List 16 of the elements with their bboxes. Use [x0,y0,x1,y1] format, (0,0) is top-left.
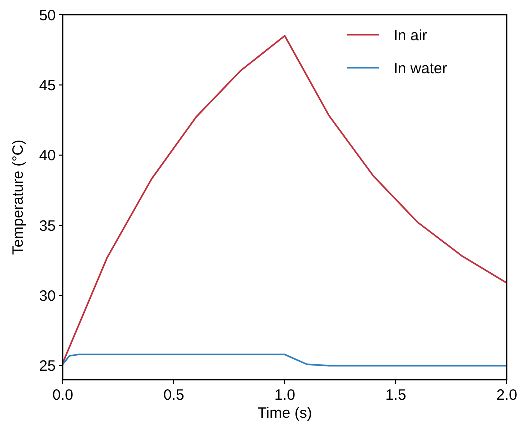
line-series [62,354,508,367]
y-tick-label: 25 [39,358,56,376]
x-tick-label: 0.5 [164,387,184,404]
legend-label: In air [394,27,428,44]
y-tick-label: 50 [39,7,56,24]
legend-label: In water [394,60,448,78]
y-tick-label: 40 [39,148,56,165]
y-tick-label: 35 [39,218,56,235]
y-tick-label: 45 [39,77,56,94]
x-tick-label: 1.0 [274,387,296,404]
x-tick-label: 0.0 [52,387,74,404]
y-axis-title: Temperature (°C) [10,140,27,256]
y-tick-label: 30 [39,288,56,306]
x-tick-label: 1.5 [386,387,406,404]
x-axis-title: Time (s) [258,405,312,422]
x-tick-label: 2.0 [496,387,518,404]
